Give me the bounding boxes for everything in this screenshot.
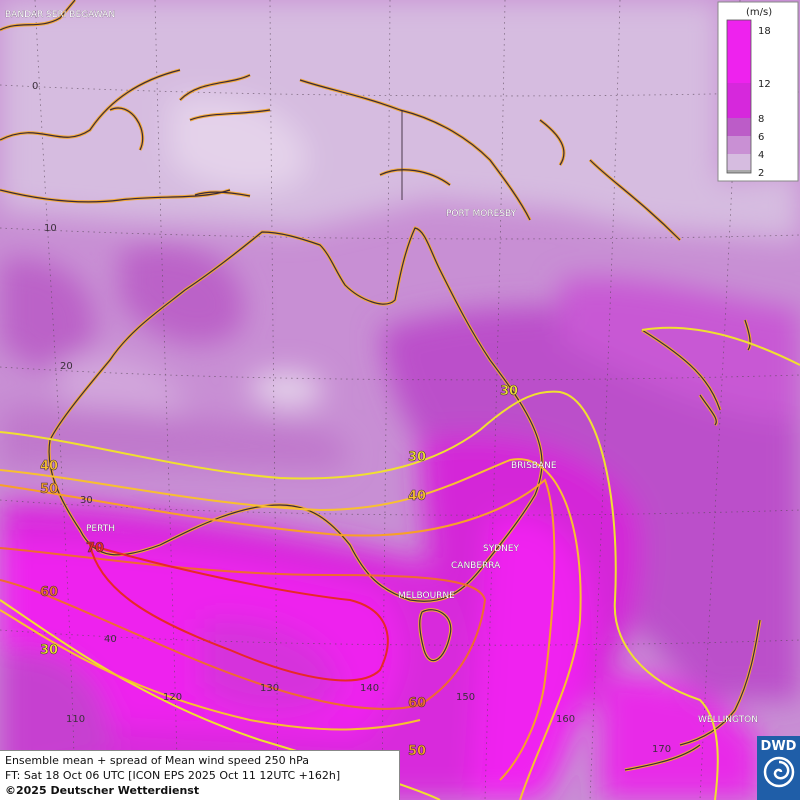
longitude-label: 170 [652, 744, 671, 755]
longitude-label: 120 [163, 692, 182, 703]
latitude-label: 30 [80, 495, 93, 506]
city-label: BANDAR SERI BEGAWAN [5, 10, 115, 20]
spiral-icon [763, 756, 794, 788]
legend-swatch [727, 30, 751, 83]
city-label: BRISBANE [511, 461, 557, 471]
city-label: WELLINGTON [698, 715, 758, 725]
isotach-labels: 30 30 30 40 40 50 50 60 60 70 [40, 384, 519, 760]
city-label: MELBOURNE [398, 591, 455, 601]
contour-label: 30 [408, 450, 426, 465]
legend-label: 8 [758, 114, 764, 125]
latitude-label: 40 [104, 634, 117, 645]
legend-swatch [727, 170, 751, 173]
city-label: CANBERRA [451, 561, 501, 571]
isotach-50-north [0, 478, 556, 781]
isotach-70 [88, 543, 389, 682]
dwd-logo: DWD [757, 736, 800, 800]
isotach-40-south [0, 609, 421, 731]
legend-swatch [727, 136, 751, 154]
isotach-40-north [0, 458, 582, 800]
caption-title: Ensemble mean + spread of Mean wind spee… [5, 754, 309, 767]
city-label: PERTH [86, 524, 115, 534]
isotach-30-east [641, 326, 800, 366]
isotach-30-north [0, 390, 719, 800]
city-label: PORT MORESBY [446, 209, 517, 219]
coordinate-labels: 0 10 20 30 40 110 120 130 140 150 160 17… [32, 81, 671, 755]
caption-copyright: ©2025 Deutscher Wetterdienst [5, 784, 200, 797]
contour-label: 40 [40, 459, 58, 474]
longitude-label: 160 [556, 714, 575, 725]
contour-label: 30 [40, 643, 58, 658]
longitude-label: 140 [360, 683, 379, 694]
dwd-logo-text: DWD [760, 739, 797, 754]
caption-forecast-time: FT: Sat 18 Oct 06 UTC [ICON EPS 2025 Oct… [5, 769, 341, 782]
legend: (m/s) 18 12 8 6 4 2 [717, 1, 799, 182]
longitude-label: 150 [456, 692, 475, 703]
longitude-label: 110 [66, 714, 85, 725]
legend-label: 6 [758, 132, 764, 143]
contour-label: 60 [40, 585, 58, 600]
contour-label: 60 [408, 696, 426, 711]
caption-box: Ensemble mean + spread of Mean wind spee… [0, 750, 400, 800]
latitude-label: 20 [60, 361, 73, 372]
contour-label: 70 [86, 541, 104, 556]
legend-label: 12 [758, 79, 771, 90]
legend-label: 18 [758, 26, 771, 37]
legend-swatch [727, 83, 751, 118]
contour-label: 30 [500, 384, 518, 399]
isotach-contours [0, 326, 800, 800]
latitude-label: 10 [44, 223, 57, 234]
coastlines [0, 0, 762, 772]
contour-label: 40 [408, 489, 426, 504]
legend-swatch [727, 118, 751, 136]
legend-label: 2 [758, 168, 764, 179]
city-label: SYDNEY [483, 544, 520, 554]
longitude-label: 130 [260, 683, 279, 694]
legend-unit: (m/s) [746, 7, 772, 18]
latitude-label: 0 [32, 81, 38, 92]
legend-swatch [727, 154, 751, 170]
isotach-60 [0, 547, 487, 710]
legend-label: 4 [758, 150, 764, 161]
city-labels: BANDAR SERI BEGAWAN PORT MORESBY BRISBAN… [5, 10, 758, 725]
contour-label: 50 [40, 482, 58, 497]
isotach-30-south [0, 599, 441, 800]
legend-swatch [727, 20, 751, 30]
contour-label: 50 [408, 744, 426, 759]
